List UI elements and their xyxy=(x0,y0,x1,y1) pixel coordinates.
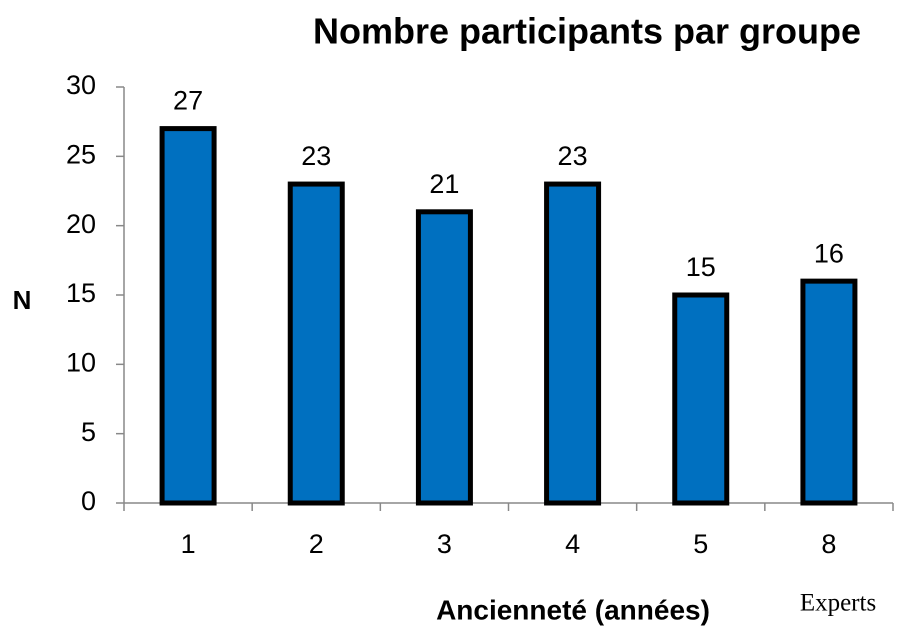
y-tick-label: 30 xyxy=(66,70,96,100)
y-tick-label: 15 xyxy=(66,278,96,308)
data-label: 23 xyxy=(301,141,331,171)
x-tick-label: 5 xyxy=(693,529,708,559)
y-tick-label: 20 xyxy=(66,209,96,239)
y-axis-label: N xyxy=(13,285,32,315)
x-tick-label: 2 xyxy=(309,529,324,559)
x-tick-label: 4 xyxy=(565,529,580,559)
x-tick-label: 1 xyxy=(181,529,196,559)
bar xyxy=(415,209,473,506)
chart-title: Nombre participants par groupe xyxy=(313,11,861,52)
y-tick-label: 0 xyxy=(81,486,96,516)
bar xyxy=(800,278,858,506)
bar xyxy=(544,181,602,506)
y-tick-label: 10 xyxy=(66,347,96,377)
y-tick-label: 25 xyxy=(66,139,96,169)
bar xyxy=(159,126,217,506)
x-axis-label: Ancienneté (années) xyxy=(436,594,710,625)
data-label: 23 xyxy=(558,141,588,171)
data-label: 27 xyxy=(173,86,203,116)
x-tick-label: 8 xyxy=(821,529,836,559)
data-label: 15 xyxy=(686,252,716,282)
x-tick-label: 3 xyxy=(437,529,452,559)
data-label: 16 xyxy=(814,238,844,268)
y-tick-label: 5 xyxy=(81,417,96,447)
bar xyxy=(287,181,345,506)
data-label: 21 xyxy=(429,169,459,199)
annotation: Experts xyxy=(800,590,876,617)
bar xyxy=(672,292,730,506)
